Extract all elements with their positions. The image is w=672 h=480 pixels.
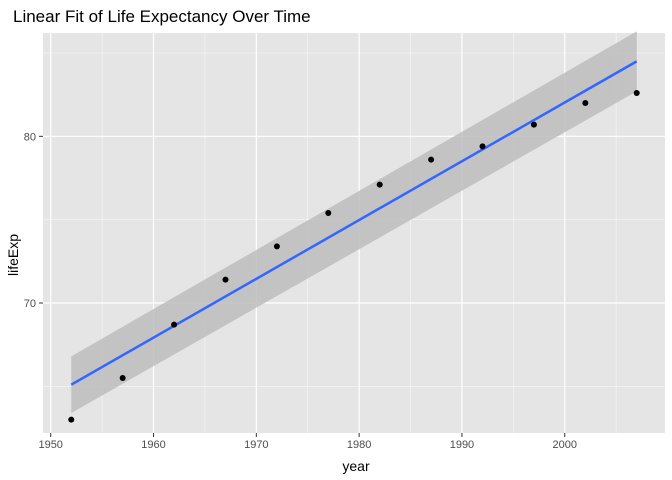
- x-tick-label-1980: 1980: [347, 439, 371, 451]
- y-axis-title: lifeExp: [5, 234, 21, 276]
- data-point-1957: [119, 375, 126, 381]
- y-axis-ticks: 70 80: [24, 131, 43, 310]
- data-points: [68, 90, 640, 423]
- data-point-1967: [222, 276, 229, 283]
- data-point-1992: [479, 143, 486, 150]
- data-point-2007: [633, 90, 640, 96]
- data-point-1972: [273, 243, 280, 250]
- x-axis-title: year: [342, 458, 370, 474]
- data-point-2002: [582, 100, 589, 106]
- data-point-1962: [171, 321, 178, 328]
- data-point-1977: [325, 210, 332, 216]
- grid-major: [43, 33, 665, 433]
- x-tick-label-2000: 2000: [553, 439, 577, 451]
- x-axis-ticks: 1950 1960 1970 1980 1990 2000: [38, 433, 577, 451]
- data-point-1982: [376, 181, 383, 188]
- data-point-1987: [428, 156, 435, 163]
- fit-line: [70, 60, 638, 386]
- x-tick-label-1950: 1950: [38, 439, 62, 451]
- y-tick-label-80: 80: [24, 131, 36, 143]
- x-tick-label-1990: 1990: [450, 439, 474, 451]
- x-tick-label-1960: 1960: [141, 439, 165, 451]
- y-tick-label-70: 70: [24, 298, 36, 310]
- data-point-1997: [530, 121, 537, 128]
- x-tick-label-1970: 1970: [244, 439, 268, 451]
- data-point-1952: [68, 416, 75, 423]
- chart-title: Linear Fit of Life Expectancy Over Time: [13, 7, 311, 26]
